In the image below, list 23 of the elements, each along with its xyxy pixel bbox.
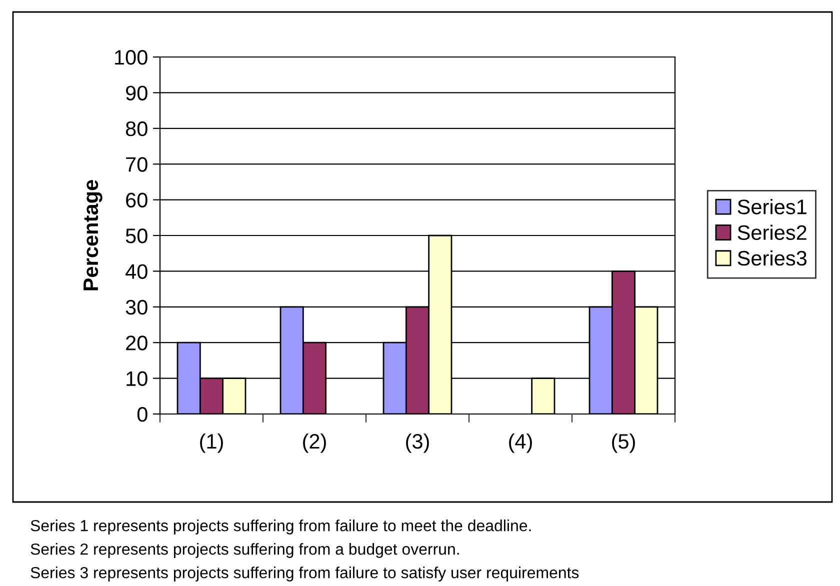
legend-label: Series3 — [738, 250, 807, 266]
y-tick-label: 70 — [126, 157, 148, 172]
x-tick-label: (5) — [612, 433, 635, 453]
x-tick-label: (4) — [509, 433, 532, 453]
y-tick-label: 60 — [126, 192, 148, 208]
text: Series 3 represents projects suffering from failure to satisfy user requirements — [30, 566, 579, 582]
y-tick-label: 50 — [126, 228, 148, 244]
text: Series 2 represents projects suffering from a budget overrun. — [30, 543, 459, 558]
y-tick-label: 40 — [126, 264, 148, 279]
y-tick-label: 100 — [115, 50, 148, 65]
y-tick-label: 90 — [126, 86, 148, 100]
x-tick-label: (1) — [200, 433, 223, 453]
y-axis-title: Percentage — [84, 180, 102, 290]
x-tick-label: (3) — [406, 433, 429, 453]
legend-label: Series1 — [738, 199, 806, 214]
y-tick-label: 10 — [126, 371, 148, 386]
y-tick-label: 20 — [126, 336, 148, 350]
x-tick-label: (2) — [303, 433, 326, 453]
y-tick-label: 80 — [126, 121, 148, 136]
legend-label: Series2 — [738, 224, 806, 240]
text: Series 1 represents projects suffering from failure to meet the deadline. — [30, 520, 531, 534]
y-tick-label: 0 — [137, 407, 148, 422]
y-tick-label: 30 — [126, 300, 148, 315]
